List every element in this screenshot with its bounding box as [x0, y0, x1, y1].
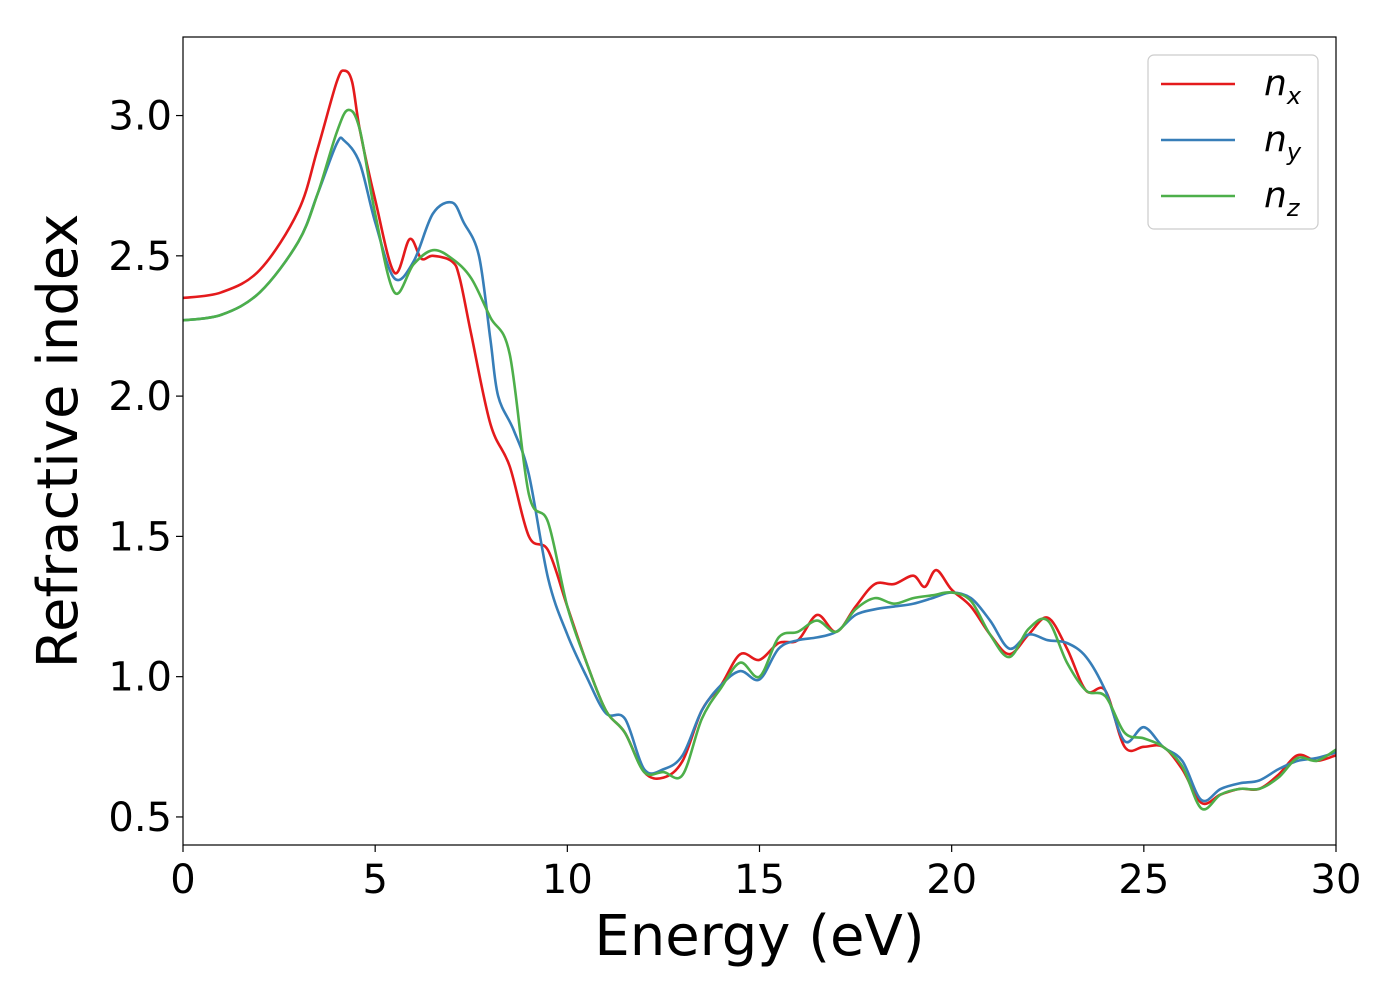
y-axis-title: Refractive index — [26, 214, 91, 669]
y-tick-label: 2.0 — [108, 374, 172, 420]
x-axis: 0 5 10 15 20 25 30 — [170, 845, 1361, 903]
x-tick-label: 30 — [1311, 857, 1362, 903]
y-tick-label: 1.0 — [108, 655, 172, 701]
y-axis: 0.5 1.0 1.5 2.0 2.5 3.0 — [108, 94, 183, 841]
x-axis-title: Energy (eV) — [594, 904, 924, 969]
y-tick-label: 0.5 — [108, 795, 172, 841]
y-tick-label: 1.5 — [108, 514, 172, 560]
x-tick-label: 10 — [542, 857, 593, 903]
legend-box — [1147, 54, 1319, 230]
x-tick-label: 20 — [926, 857, 977, 903]
series-line-n-y — [182, 136, 1337, 803]
x-tick-label: 0 — [170, 857, 195, 903]
legend: nx ny nz — [1147, 54, 1319, 230]
series-line-n-z — [182, 108, 1337, 811]
x-tick-label: 25 — [1118, 857, 1169, 903]
plot-background — [183, 37, 1336, 845]
legend-label-n-x: nx — [1264, 63, 1302, 110]
y-tick-label: 3.0 — [108, 94, 172, 140]
series-line-n-x — [182, 69, 1337, 806]
legend-label-n-z: nz — [1264, 175, 1301, 222]
x-tick-label: 15 — [734, 857, 785, 903]
legend-label-n-y: ny — [1264, 119, 1302, 166]
x-tick-label: 5 — [362, 857, 387, 903]
y-tick-label: 2.5 — [108, 234, 172, 280]
series-layer — [182, 69, 1337, 811]
